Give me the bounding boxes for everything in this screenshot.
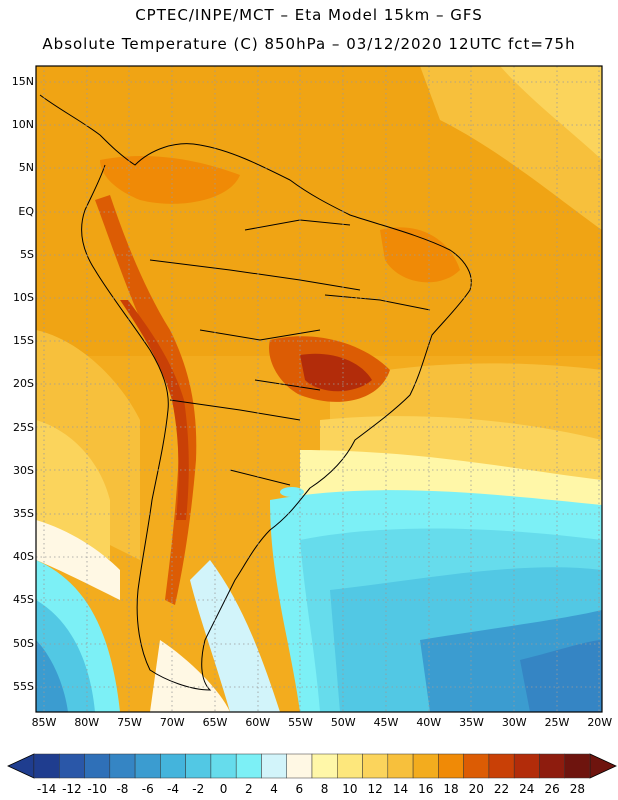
map-frame xyxy=(35,65,603,713)
longitude-label: 30W xyxy=(501,716,527,729)
colorbar-swatch xyxy=(311,753,338,779)
colorbar-swatch xyxy=(84,753,111,779)
colorbar-label: 10 xyxy=(342,782,358,796)
colorbar-swatch xyxy=(59,753,85,779)
longitude-label: 20W xyxy=(587,716,613,729)
colorbar-label: 6 xyxy=(295,782,304,796)
colorbar-label: 8 xyxy=(320,782,329,796)
longitude-label: 35W xyxy=(459,716,484,729)
longitude-label: 25W xyxy=(544,716,570,729)
colorbar-swatch xyxy=(185,753,212,779)
latitude-label: 5N xyxy=(18,161,34,175)
colorbar-swatch xyxy=(412,753,439,779)
map-title-line-1: CPTEC/INPE/MCT – Eta Model 15km – GFS xyxy=(135,6,483,24)
colorbar-label: 22 xyxy=(493,782,510,796)
colorbar-label: -2 xyxy=(192,782,205,796)
colorbar-label: -10 xyxy=(87,782,107,796)
colorbar-swatch xyxy=(564,753,591,779)
colorbar-swatch xyxy=(463,753,490,779)
colorbar-swatch xyxy=(337,753,363,779)
colorbar-swatch xyxy=(210,753,237,779)
latitude-label: 50S xyxy=(13,636,34,650)
colorbar-label: 0 xyxy=(219,782,228,796)
longitude-label: 55W xyxy=(288,716,313,729)
colorbar-swatch xyxy=(387,753,414,779)
latitude-label: 15N xyxy=(11,75,34,88)
latitude-label: 10N xyxy=(11,118,34,132)
colorbar-label: -12 xyxy=(62,782,82,796)
colorbar-label: -14 xyxy=(36,782,57,796)
longitude-label: 70W xyxy=(159,716,185,729)
colorbar-swatch xyxy=(33,753,60,779)
latitude-label: 20S xyxy=(13,377,34,391)
longitude-label: 60W xyxy=(245,716,271,729)
colorbar-low-arrow xyxy=(7,753,35,779)
colorbar-label: 14 xyxy=(392,782,409,796)
latitude-label: 40S xyxy=(13,550,34,564)
longitude-label: 85W xyxy=(31,716,57,729)
colorbar-label: -8 xyxy=(116,782,129,796)
colorbar-label: 12 xyxy=(367,782,383,796)
colorbar-label: 28 xyxy=(569,782,585,796)
map-title-line-2: Absolute Temperature (C) 850hPa – 03/12/… xyxy=(42,35,576,53)
longitude-label: 50W xyxy=(330,716,356,729)
colorbar-label: 18 xyxy=(443,782,459,796)
longitude-label: 80W xyxy=(74,716,100,729)
longitude-label: 45W xyxy=(373,716,399,729)
colorbar-label: 20 xyxy=(468,782,484,796)
colorbar-label: 2 xyxy=(244,782,253,796)
latitude-label: 5S xyxy=(20,247,34,261)
latitude-label: 25S xyxy=(13,420,34,434)
colorbar xyxy=(7,753,617,779)
longitude-label: 40W xyxy=(416,716,442,729)
colorbar-swatch xyxy=(513,753,540,779)
colorbar-high-arrow xyxy=(589,753,617,779)
colorbar-swatch xyxy=(109,753,136,779)
colorbar-swatch xyxy=(235,753,262,779)
colorbar-swatch xyxy=(539,753,565,779)
latitude-label: EQ xyxy=(18,204,34,218)
colorbar-swatch xyxy=(362,753,389,779)
latitude-label: 55S xyxy=(13,679,34,693)
colorbar-label: -4 xyxy=(167,782,179,796)
latitude-label: 35S xyxy=(13,507,34,520)
latitude-label: 10S xyxy=(13,291,34,304)
latitude-label: 45S xyxy=(13,593,34,607)
colorbar-label: 26 xyxy=(544,782,560,796)
colorbar-label: 4 xyxy=(270,782,278,796)
colorbar-swatch xyxy=(261,753,287,779)
longitude-label: 75W xyxy=(117,716,142,729)
colorbar-swatch xyxy=(286,753,313,779)
colorbar-swatch xyxy=(134,753,161,779)
colorbar-label: 16 xyxy=(418,782,434,796)
temperature-field xyxy=(36,66,602,712)
colorbar-label: 24 xyxy=(519,782,535,796)
latitude-label: 15S xyxy=(13,334,34,348)
colorbar-swatch xyxy=(488,753,515,779)
colorbar-swatch xyxy=(160,753,186,779)
colorbar-swatch xyxy=(438,753,464,779)
colorbar-label: -6 xyxy=(141,782,154,796)
latitude-label: 30S xyxy=(13,463,34,477)
longitude-label: 65W xyxy=(202,716,228,729)
